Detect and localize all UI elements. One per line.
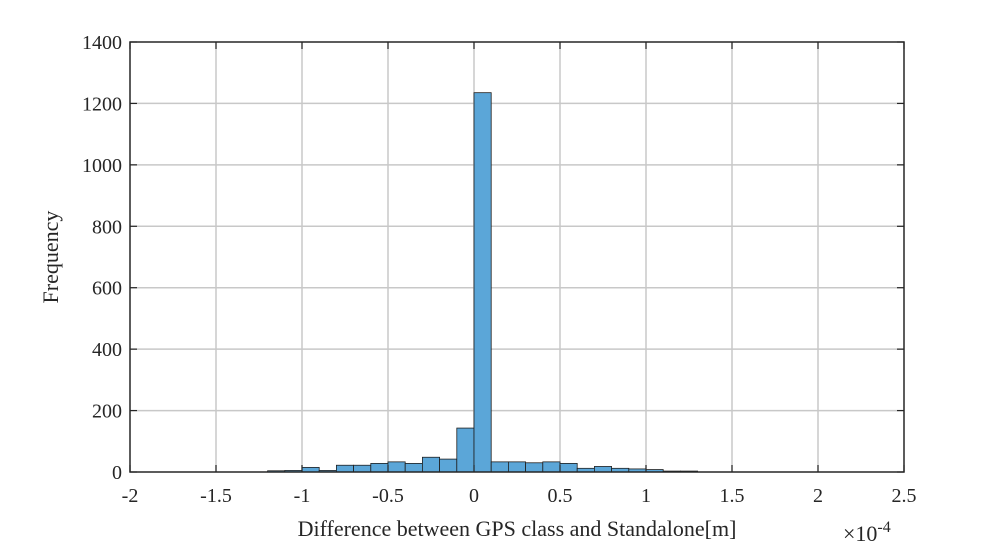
histogram-bar xyxy=(490,461,509,473)
histogram-bar xyxy=(370,462,389,473)
x-scale-base: ×10 xyxy=(843,521,877,546)
y-tick-label: 1200 xyxy=(82,93,122,115)
y-axis-label: Frequency xyxy=(38,211,63,304)
y-tick-label: 1400 xyxy=(82,32,122,54)
y-tick-label: 400 xyxy=(92,339,122,361)
histogram-bar xyxy=(439,458,458,473)
x-tick-label: 2.5 xyxy=(892,485,917,507)
y-tick-label: 1000 xyxy=(82,155,122,177)
x-tick-label: -1 xyxy=(294,485,311,507)
histogram-bar xyxy=(335,464,354,473)
y-tick-label: 0 xyxy=(112,462,122,484)
plot-frame xyxy=(129,41,905,473)
histogram-bar xyxy=(456,427,475,473)
histogram-bar xyxy=(353,464,372,473)
histogram-bar xyxy=(387,461,406,473)
x-tick-label: 0.5 xyxy=(548,485,573,507)
histogram-bar xyxy=(542,461,561,473)
x-tick-label: -1.5 xyxy=(200,485,232,507)
histogram-bar xyxy=(507,461,526,473)
x-tick-label: 1 xyxy=(641,485,651,507)
x-scale-exponent: -4 xyxy=(877,519,890,536)
axis-ticks: -2 -1.5 -1 -0.5 0 0.5 1 1.5 2 2.5 0 200 400 600 800 100… xyxy=(82,32,917,507)
histogram-bar xyxy=(404,462,423,473)
y-tick-label: 800 xyxy=(92,216,122,238)
histogram-bar xyxy=(559,462,578,473)
x-axis-label: Difference between GPS class and Standal… xyxy=(298,516,737,541)
histogram-bar xyxy=(525,462,544,473)
x-tick-label: -0.5 xyxy=(372,485,404,507)
x-tick-label: -2 xyxy=(122,485,139,507)
histogram-bar xyxy=(421,456,440,473)
histogram-bars xyxy=(267,92,699,473)
x-scale-factor: ×10-4 xyxy=(843,519,891,546)
histogram-bar xyxy=(473,92,492,473)
x-tick-label: 1.5 xyxy=(720,485,745,507)
x-tick-label: 2 xyxy=(813,485,823,507)
x-tick-label: 0 xyxy=(469,485,479,507)
grid-lines xyxy=(130,42,904,472)
y-tick-label: 200 xyxy=(92,401,122,423)
y-tick-label: 600 xyxy=(92,278,122,300)
histogram-bar xyxy=(594,466,613,473)
